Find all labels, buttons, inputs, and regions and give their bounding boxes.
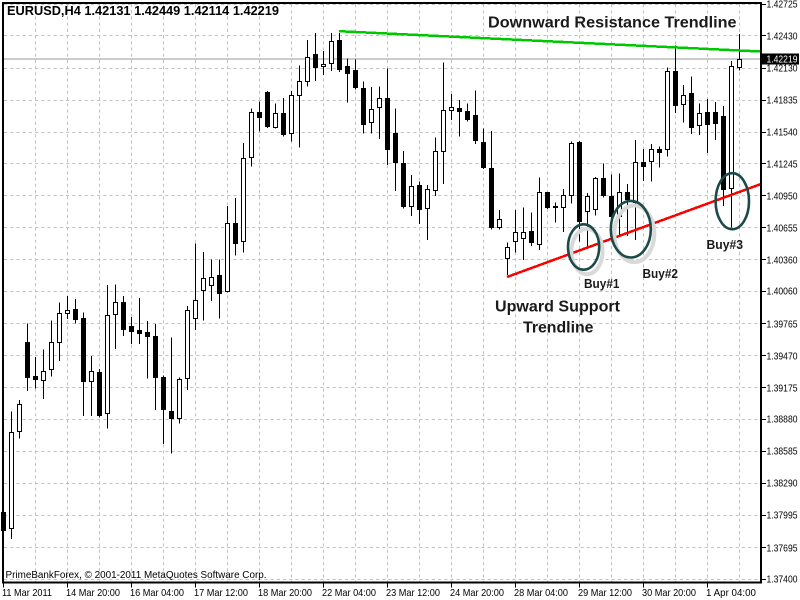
svg-text:1.40060: 1.40060: [767, 286, 798, 298]
svg-text:1.38585: 1.38585: [767, 446, 798, 458]
svg-text:1.42219: 1.42219: [767, 53, 798, 65]
svg-text:Buy#2: Buy#2: [643, 267, 679, 281]
svg-text:1.41835: 1.41835: [767, 95, 798, 107]
svg-text:PrimeBankForex, © 2001-2011 Me: PrimeBankForex, © 2001-2011 MetaQuotes S…: [6, 569, 267, 581]
svg-text:1.41245: 1.41245: [767, 159, 798, 171]
svg-text:EURUSD,H4 1.42131 1.42449 1.4: EURUSD,H4 1.42131 1.42449 1.42114 1.4221…: [7, 3, 279, 18]
svg-text:30 Mar 20:00: 30 Mar 20:00: [642, 587, 696, 599]
svg-text:1.40655: 1.40655: [767, 223, 798, 235]
svg-text:1.38880: 1.38880: [767, 414, 798, 426]
svg-text:1.42430: 1.42430: [767, 31, 798, 43]
svg-text:28 Mar 04:00: 28 Mar 04:00: [514, 587, 568, 599]
svg-text:1.37695: 1.37695: [767, 543, 798, 555]
svg-text:14 Mar 20:00: 14 Mar 20:00: [66, 587, 120, 599]
svg-text:Buy#3: Buy#3: [707, 238, 744, 252]
svg-text:1.42130: 1.42130: [767, 63, 798, 75]
svg-text:17 Mar 12:00: 17 Mar 12:00: [194, 587, 248, 599]
svg-text:Downward Resistance Trendline: Downward Resistance Trendline: [488, 15, 737, 32]
svg-text:18 Mar 20:00: 18 Mar 20:00: [258, 587, 312, 599]
svg-text:1.41540: 1.41540: [767, 127, 798, 139]
svg-text:16 Mar 04:00: 16 Mar 04:00: [130, 587, 184, 599]
svg-text:1.38290: 1.38290: [767, 478, 798, 490]
svg-text:1.39765: 1.39765: [767, 319, 798, 331]
svg-text:1.37400: 1.37400: [767, 574, 798, 586]
svg-text:Buy#1: Buy#1: [584, 277, 620, 291]
svg-text:22 Mar 04:00: 22 Mar 04:00: [322, 587, 376, 599]
svg-text:1.39470: 1.39470: [767, 351, 798, 363]
svg-text:Upward Support: Upward Support: [495, 299, 621, 316]
svg-text:1.39175: 1.39175: [767, 383, 798, 395]
svg-text:1.42725: 1.42725: [767, 0, 798, 11]
svg-text:23 Mar 12:00: 23 Mar 12:00: [386, 587, 440, 599]
svg-text:1 Apr 04:00: 1 Apr 04:00: [706, 587, 756, 599]
svg-text:1.37995: 1.37995: [767, 510, 798, 522]
svg-text:11 Mar 2011: 11 Mar 2011: [2, 587, 52, 599]
svg-text:29 Mar 12:00: 29 Mar 12:00: [578, 587, 632, 599]
svg-text:Trendline: Trendline: [523, 320, 594, 337]
svg-text:1.40950: 1.40950: [767, 191, 798, 203]
svg-text:1.40360: 1.40360: [767, 255, 798, 267]
svg-text:24 Mar 20:00: 24 Mar 20:00: [450, 587, 504, 599]
